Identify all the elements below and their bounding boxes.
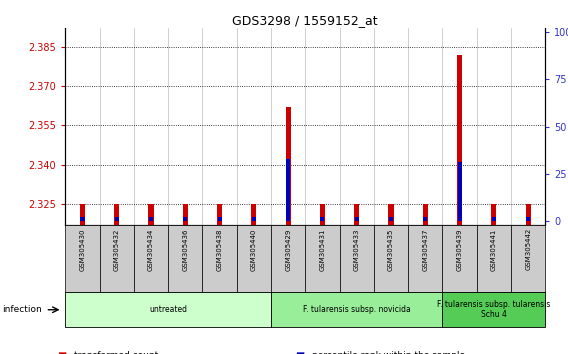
Bar xyxy=(149,217,153,221)
Bar xyxy=(115,217,119,221)
Bar xyxy=(354,217,359,221)
Bar xyxy=(389,204,394,225)
Bar xyxy=(320,217,324,221)
Bar xyxy=(65,292,271,327)
Bar xyxy=(202,225,237,292)
Bar xyxy=(114,204,119,225)
Text: GSM305441: GSM305441 xyxy=(491,228,497,270)
Text: transformed count: transformed count xyxy=(74,351,158,354)
Bar xyxy=(217,204,222,225)
Text: untreated: untreated xyxy=(149,305,187,314)
Bar xyxy=(477,225,511,292)
Bar xyxy=(306,225,340,292)
Bar xyxy=(251,204,256,225)
Bar xyxy=(286,107,291,225)
Text: ■: ■ xyxy=(57,351,66,354)
Text: GSM305438: GSM305438 xyxy=(216,228,223,271)
Bar xyxy=(442,292,545,327)
Text: GSM305431: GSM305431 xyxy=(319,228,325,271)
Bar xyxy=(252,217,256,221)
Bar xyxy=(423,204,428,225)
Bar xyxy=(457,162,462,221)
Text: GSM305433: GSM305433 xyxy=(354,228,360,271)
Bar xyxy=(65,225,99,292)
Text: GSM305432: GSM305432 xyxy=(114,228,120,270)
Text: GSM305429: GSM305429 xyxy=(285,228,291,270)
Bar xyxy=(271,292,442,327)
Bar xyxy=(168,225,202,292)
Bar xyxy=(374,225,408,292)
Bar xyxy=(511,225,545,292)
Bar xyxy=(442,225,477,292)
Bar xyxy=(354,204,360,225)
Text: GSM305440: GSM305440 xyxy=(251,228,257,270)
Text: GSM305442: GSM305442 xyxy=(525,228,531,270)
Bar xyxy=(423,217,427,221)
Text: GSM305436: GSM305436 xyxy=(182,228,189,271)
Bar xyxy=(237,225,271,292)
Text: GSM305430: GSM305430 xyxy=(80,228,85,271)
Bar xyxy=(492,217,496,221)
Text: GSM305435: GSM305435 xyxy=(388,228,394,270)
Text: F. tularensis subsp. tularensis
Schu 4: F. tularensis subsp. tularensis Schu 4 xyxy=(437,300,550,319)
Bar xyxy=(271,225,306,292)
Bar xyxy=(183,204,188,225)
Bar xyxy=(320,204,325,225)
Text: GSM305437: GSM305437 xyxy=(422,228,428,271)
Title: GDS3298 / 1559152_at: GDS3298 / 1559152_at xyxy=(232,14,378,27)
Bar xyxy=(526,217,530,221)
Bar xyxy=(99,225,134,292)
Bar xyxy=(81,217,85,221)
Bar xyxy=(457,55,462,225)
Text: GSM305439: GSM305439 xyxy=(457,228,462,271)
Bar xyxy=(408,225,442,292)
Bar xyxy=(134,225,168,292)
Bar xyxy=(525,204,531,225)
Text: GSM305434: GSM305434 xyxy=(148,228,154,270)
Text: percentile rank within the sample: percentile rank within the sample xyxy=(312,351,466,354)
Text: ■: ■ xyxy=(295,351,304,354)
Bar xyxy=(183,217,187,221)
Bar xyxy=(491,204,496,225)
Bar xyxy=(286,159,290,221)
Bar xyxy=(389,217,393,221)
Bar xyxy=(148,204,153,225)
Bar xyxy=(340,225,374,292)
Bar xyxy=(80,204,85,225)
Bar xyxy=(218,217,222,221)
Text: infection: infection xyxy=(2,305,41,314)
Text: F. tularensis subsp. novicida: F. tularensis subsp. novicida xyxy=(303,305,411,314)
